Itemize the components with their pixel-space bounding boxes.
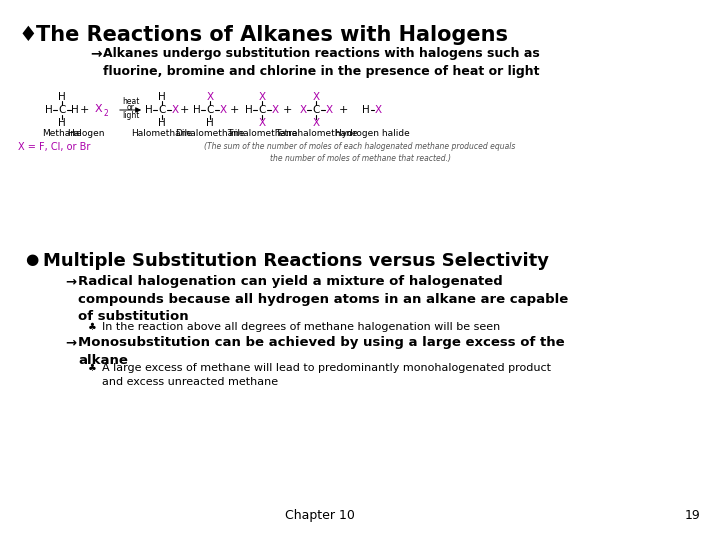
Text: light: light xyxy=(122,111,139,119)
Text: Chapter 10: Chapter 10 xyxy=(285,509,355,522)
Text: ♣: ♣ xyxy=(88,363,96,373)
Text: The Reactions of Alkanes with Halogens: The Reactions of Alkanes with Halogens xyxy=(36,25,508,45)
Text: X: X xyxy=(258,118,266,128)
Text: or: or xyxy=(127,104,135,112)
Text: H: H xyxy=(193,105,201,115)
Text: Halomethane: Halomethane xyxy=(132,130,192,138)
Text: C: C xyxy=(207,105,214,115)
Text: C: C xyxy=(258,105,266,115)
Text: H: H xyxy=(58,92,66,102)
Text: H: H xyxy=(158,118,166,128)
Text: Halogen: Halogen xyxy=(67,130,104,138)
Text: X: X xyxy=(220,105,227,115)
Text: X: X xyxy=(300,105,307,115)
Text: Tetrahalomethane: Tetrahalomethane xyxy=(275,130,357,138)
Text: ♦: ♦ xyxy=(18,25,37,45)
Text: Methane: Methane xyxy=(42,130,82,138)
Text: In the reaction above all degrees of methane halogenation will be seen: In the reaction above all degrees of met… xyxy=(102,322,500,332)
Text: Multiple Substitution Reactions versus Selectivity: Multiple Substitution Reactions versus S… xyxy=(43,252,549,270)
Text: +: + xyxy=(179,105,189,115)
Text: 19: 19 xyxy=(684,509,700,522)
Text: +: + xyxy=(338,105,348,115)
Text: X: X xyxy=(325,105,333,115)
Text: C: C xyxy=(312,105,320,115)
Text: X: X xyxy=(312,118,320,128)
Text: Dihalomethane: Dihalomethane xyxy=(175,130,245,138)
Text: Radical halogenation can yield a mixture of halogenated
compounds because all hy: Radical halogenation can yield a mixture… xyxy=(78,275,568,323)
Text: (The sum of the number of moles of each halogenated methane produced equals
the : (The sum of the number of moles of each … xyxy=(204,142,516,164)
Text: →: → xyxy=(65,336,76,349)
Text: Trihalomethane: Trihalomethane xyxy=(227,130,297,138)
Text: X: X xyxy=(312,92,320,102)
Text: H: H xyxy=(45,105,53,115)
Text: H: H xyxy=(245,105,253,115)
Text: +: + xyxy=(79,105,89,115)
Text: X: X xyxy=(207,92,214,102)
Text: +: + xyxy=(282,105,292,115)
Text: C: C xyxy=(158,105,166,115)
Text: X: X xyxy=(374,105,382,115)
Text: X: X xyxy=(171,105,179,115)
Text: X: X xyxy=(94,104,102,114)
Text: H: H xyxy=(145,105,153,115)
Text: H: H xyxy=(362,105,370,115)
Text: +: + xyxy=(229,105,239,115)
Text: X: X xyxy=(271,105,279,115)
Text: H: H xyxy=(158,92,166,102)
Text: Monosubstitution can be achieved by using a large excess of the
alkane: Monosubstitution can be achieved by usin… xyxy=(78,336,564,367)
Text: →: → xyxy=(65,275,76,288)
Text: H: H xyxy=(58,118,66,128)
Text: H: H xyxy=(71,105,79,115)
Text: Hydrogen halide: Hydrogen halide xyxy=(335,130,410,138)
Text: Alkanes undergo substitution reactions with halogens such as
fluorine, bromine a: Alkanes undergo substitution reactions w… xyxy=(103,47,540,78)
Text: C: C xyxy=(58,105,66,115)
Text: X: X xyxy=(258,92,266,102)
Text: heat: heat xyxy=(122,98,139,106)
Text: ♣: ♣ xyxy=(88,322,96,332)
Text: ●: ● xyxy=(25,252,38,267)
Text: A large excess of methane will lead to predominantly monohalogenated product
and: A large excess of methane will lead to p… xyxy=(102,363,551,387)
Text: →: → xyxy=(90,47,102,61)
Text: 2: 2 xyxy=(103,109,108,118)
Text: H: H xyxy=(206,118,214,128)
Text: X = F, Cl, or Br: X = F, Cl, or Br xyxy=(18,142,91,152)
